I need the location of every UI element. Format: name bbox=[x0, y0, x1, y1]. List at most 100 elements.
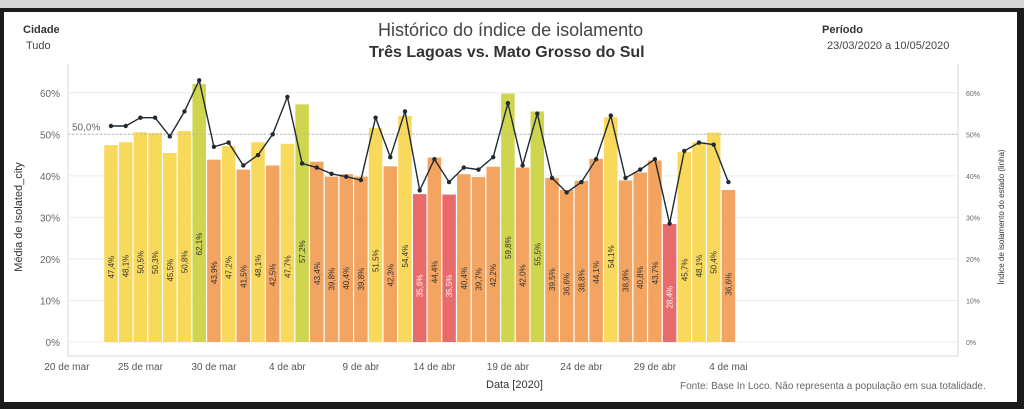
bar-value-label: 42,2% bbox=[489, 264, 498, 287]
bar-value-label: 48,1% bbox=[254, 255, 263, 278]
bar-value-label: 44,4% bbox=[430, 261, 439, 284]
state-line-point bbox=[461, 165, 466, 170]
state-line-point bbox=[564, 190, 569, 195]
bar-value-label: 50,5% bbox=[136, 251, 145, 274]
source-note: Fonte: Base In Loco. Não representa a po… bbox=[680, 381, 986, 392]
state-line-point bbox=[549, 175, 555, 181]
x-tick-label: 9 de abr bbox=[343, 362, 380, 373]
state-line-point bbox=[373, 115, 378, 120]
city-filter-label: Cidade bbox=[23, 24, 60, 36]
bar bbox=[545, 177, 559, 342]
bar bbox=[118, 142, 133, 342]
bar-value-label: 47,7% bbox=[283, 255, 292, 278]
bar-series bbox=[104, 84, 736, 343]
x-tick-label: 4 de abr bbox=[269, 362, 306, 373]
state-line-point bbox=[402, 109, 408, 114]
browser-top-strip bbox=[0, 0, 1024, 8]
period-filter-label: Período bbox=[822, 24, 863, 36]
bar bbox=[383, 166, 398, 342]
y2-tick-label: 30% bbox=[966, 215, 980, 222]
state-line-point bbox=[270, 132, 275, 137]
bar bbox=[324, 176, 339, 342]
state-line-point bbox=[608, 113, 613, 118]
reference-line-label: 50,0% bbox=[72, 122, 100, 133]
state-line-point bbox=[344, 174, 349, 179]
state-line-point bbox=[432, 157, 437, 162]
bar bbox=[633, 172, 647, 342]
bar bbox=[265, 165, 280, 342]
bar-value-label: 36,6% bbox=[563, 273, 572, 296]
y-tick-label: 40% bbox=[40, 172, 60, 183]
state-line-point bbox=[711, 142, 716, 147]
y2-tick-label: 0% bbox=[966, 340, 976, 347]
bar-value-label: 51,5% bbox=[372, 249, 381, 272]
state-line-point bbox=[167, 134, 172, 139]
y2-tick-label: 20% bbox=[966, 257, 980, 264]
bar bbox=[251, 142, 265, 342]
bar-value-label: 44,1% bbox=[592, 261, 601, 284]
bar bbox=[398, 116, 412, 343]
city-filter-value[interactable]: Tudo bbox=[26, 40, 51, 52]
bar bbox=[530, 111, 545, 342]
state-line-point bbox=[152, 115, 158, 120]
y-tick-label: 0% bbox=[46, 338, 61, 349]
bar bbox=[501, 93, 515, 342]
bar-value-label: 42,0% bbox=[519, 264, 528, 287]
state-line-point bbox=[535, 111, 540, 116]
state-line-point bbox=[417, 188, 422, 193]
bar-value-label: 42,5% bbox=[269, 264, 278, 287]
bar bbox=[339, 174, 353, 342]
period-filter-value[interactable]: 23/03/2020 a 10/05/2020 bbox=[827, 40, 950, 52]
state-line-point bbox=[652, 157, 658, 162]
bar-value-label: 43,7% bbox=[651, 262, 660, 285]
y2-tick-label: 10% bbox=[966, 298, 980, 305]
bar-value-label: 40,4% bbox=[342, 267, 351, 290]
y-tick-label: 20% bbox=[40, 255, 60, 266]
bar-value-label: 43,4% bbox=[313, 262, 322, 285]
bar-value-label: 40,8% bbox=[636, 266, 645, 289]
x-axis-title: Data [2020] bbox=[486, 379, 543, 391]
y-tick-label: 30% bbox=[40, 213, 60, 224]
state-line-point bbox=[696, 140, 702, 145]
bar-value-label: 39,8% bbox=[328, 268, 337, 291]
x-tick-label: 25 de mar bbox=[118, 362, 164, 373]
bar bbox=[148, 133, 162, 342]
state-line-point bbox=[108, 123, 114, 129]
state-line-point bbox=[593, 157, 599, 162]
bar-value-label: 43,9% bbox=[210, 261, 219, 284]
bar-value-label: 47,4% bbox=[107, 256, 116, 279]
bar bbox=[604, 117, 618, 343]
bar bbox=[692, 142, 706, 342]
x-tick-label: 24 de abr bbox=[560, 362, 603, 373]
state-line-point bbox=[726, 179, 731, 185]
y-tick-label: 10% bbox=[40, 296, 60, 307]
bar bbox=[280, 143, 295, 342]
bar bbox=[706, 132, 721, 342]
state-line-point bbox=[388, 154, 393, 160]
bar bbox=[192, 84, 206, 343]
state-line-point bbox=[505, 100, 511, 106]
state-line-point bbox=[623, 175, 628, 181]
bar-labels: 47,4% 48,1% 50,5% 50,3% 45,5% 50,8% 62,1% 43,9%… bbox=[107, 233, 733, 309]
bar bbox=[427, 157, 442, 342]
chart-subtitle: Três Lagoas vs. Mato Grosso do Sul bbox=[369, 44, 645, 61]
bar-value-label: 35,6% bbox=[416, 274, 425, 297]
y2-tick-label: 60% bbox=[966, 91, 980, 98]
bar-value-label: 35,5% bbox=[445, 275, 454, 298]
bar bbox=[589, 158, 603, 342]
x-tick-label: 29 de abr bbox=[634, 362, 677, 373]
bar bbox=[559, 189, 574, 342]
bar-value-label: 57,2% bbox=[298, 240, 307, 263]
state-line-point bbox=[638, 167, 643, 172]
bar-value-label: 50,8% bbox=[181, 250, 190, 273]
bar bbox=[648, 160, 662, 342]
bar-value-label: 62,1% bbox=[195, 233, 204, 256]
bar-value-label: 50,3% bbox=[151, 251, 160, 274]
bar-value-label: 47,2% bbox=[225, 256, 234, 279]
x-tick-label: 20 de mar bbox=[44, 362, 90, 373]
bar-value-label: 38,8% bbox=[577, 269, 586, 292]
bar bbox=[104, 145, 118, 342]
x-tick-label: 14 de abr bbox=[413, 362, 456, 373]
bar bbox=[236, 169, 251, 342]
state-line-series: 50,0% bbox=[68, 78, 958, 226]
